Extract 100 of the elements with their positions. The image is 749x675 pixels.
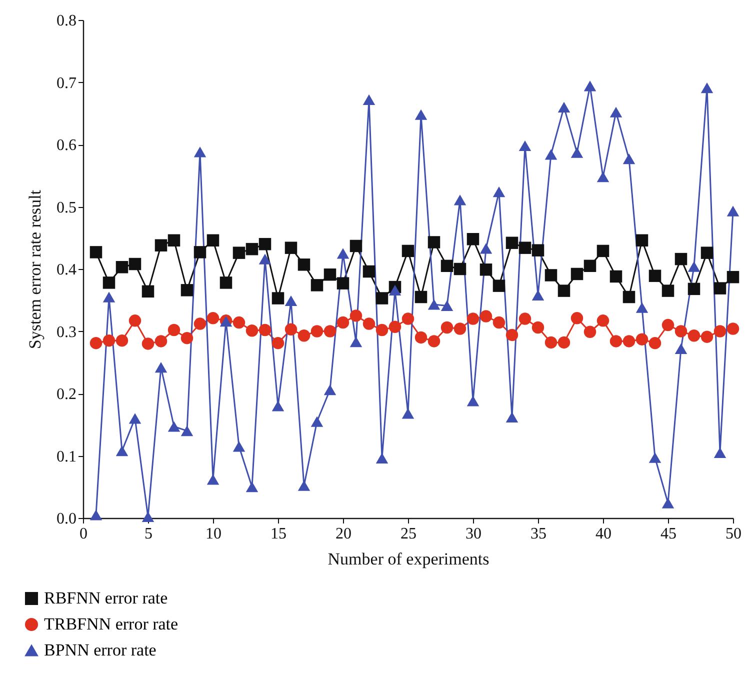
- point: [544, 336, 558, 349]
- point: [714, 282, 726, 294]
- point: [90, 246, 102, 258]
- point: [454, 262, 466, 276]
- point: [674, 252, 688, 266]
- point: [492, 186, 506, 198]
- point: [350, 310, 362, 322]
- point: [102, 276, 116, 289]
- point: [220, 276, 232, 289]
- point: [610, 270, 622, 283]
- point: [674, 343, 688, 354]
- point: [336, 316, 350, 329]
- point: [622, 335, 636, 348]
- point: [492, 316, 506, 329]
- point: [466, 232, 480, 246]
- point: [584, 326, 596, 338]
- point: [492, 280, 506, 292]
- point: [518, 140, 532, 152]
- point: [206, 474, 220, 485]
- point: [180, 426, 194, 436]
- point: [402, 244, 414, 258]
- point: [128, 314, 142, 327]
- y-tick-label: 0.3: [56, 324, 76, 341]
- point: [168, 421, 180, 432]
- point: [544, 149, 558, 160]
- point: [584, 80, 596, 92]
- point: [636, 333, 648, 346]
- point: [180, 284, 194, 296]
- point: [558, 284, 570, 297]
- point: [362, 265, 376, 278]
- point: [246, 482, 258, 492]
- point: [258, 238, 272, 250]
- point: [596, 244, 610, 258]
- point: [726, 322, 740, 335]
- point: [284, 242, 298, 254]
- point: [298, 329, 310, 342]
- point: [674, 325, 688, 338]
- legend-label: RBFNN error rate: [44, 588, 168, 608]
- point: [116, 445, 128, 456]
- point: [324, 325, 336, 338]
- point: [428, 236, 440, 248]
- x-tick-label: 10: [206, 526, 222, 542]
- point: [206, 312, 220, 324]
- point: [454, 194, 466, 206]
- point: [194, 318, 206, 330]
- point: [142, 285, 154, 298]
- x-tick-label: 50: [726, 526, 742, 542]
- point: [662, 284, 674, 297]
- point: [272, 400, 284, 412]
- y-tick-label: 0.4: [56, 262, 76, 278]
- point: [232, 246, 246, 259]
- x-tick-label: 5: [144, 526, 152, 542]
- point: [90, 510, 102, 520]
- point: [700, 82, 714, 94]
- point: [596, 172, 610, 182]
- point: [350, 240, 362, 252]
- point: [466, 312, 480, 325]
- point: [142, 338, 154, 350]
- point: [622, 154, 636, 164]
- point: [154, 362, 168, 373]
- point: [284, 295, 298, 306]
- point: [168, 234, 180, 246]
- point: [272, 292, 284, 304]
- point: [636, 234, 648, 246]
- y-tick-label: 0.1: [56, 448, 76, 466]
- point: [440, 321, 454, 334]
- point: [454, 322, 466, 335]
- point: [310, 325, 324, 338]
- y-tick-label: 0.8: [56, 12, 76, 30]
- point: [414, 109, 428, 120]
- point: [128, 258, 142, 270]
- point: [532, 244, 544, 256]
- point: [180, 332, 194, 344]
- point: [232, 441, 246, 452]
- point: [662, 498, 674, 508]
- point: [116, 261, 128, 274]
- x-tick-label: 40: [596, 526, 612, 542]
- y-tick-label: 0.5: [56, 199, 76, 216]
- point: [714, 325, 726, 338]
- point: [402, 312, 414, 325]
- point: [662, 318, 674, 332]
- point: [362, 318, 376, 330]
- point: [610, 335, 622, 348]
- point: [376, 452, 388, 464]
- point: [584, 260, 596, 272]
- point: [714, 447, 726, 458]
- point: [388, 284, 402, 296]
- y-tick-label: 0.6: [56, 137, 76, 154]
- x-tick-label: 30: [466, 526, 482, 542]
- point: [362, 94, 376, 105]
- point: [116, 334, 128, 347]
- point: [102, 292, 116, 302]
- point: [506, 328, 518, 342]
- x-tick-label: 15: [270, 526, 286, 542]
- point: [258, 324, 272, 336]
- point: [532, 321, 544, 334]
- point: [194, 146, 206, 158]
- point: [636, 302, 648, 313]
- point: [480, 264, 492, 276]
- point: [324, 384, 336, 396]
